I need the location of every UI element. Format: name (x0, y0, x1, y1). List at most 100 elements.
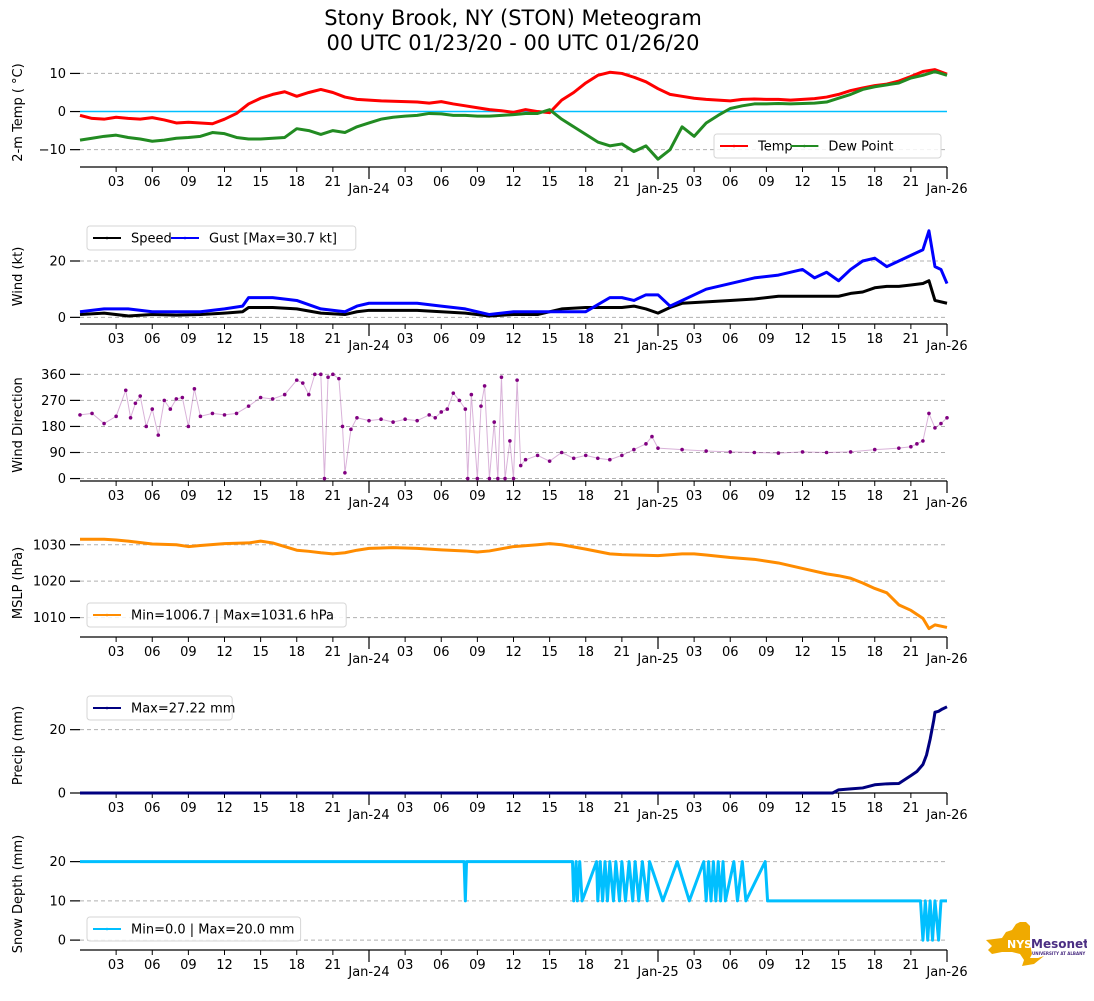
x-tick-label: 21 (614, 645, 631, 660)
data-point (482, 384, 487, 388)
data-point (650, 434, 654, 439)
data-point (492, 420, 497, 424)
x-tick-label: 12 (505, 489, 522, 504)
x-day-label: Jan-26 (925, 182, 967, 197)
legend-marker (105, 927, 109, 931)
x-tick-label: 15 (252, 332, 269, 347)
x-tick-label: 15 (830, 489, 847, 504)
new-york-state-shape-icon (986, 922, 1044, 966)
x-tick-label: 21 (325, 175, 342, 190)
x-tick-label: 12 (505, 958, 522, 973)
y-tick-label: 0 (58, 934, 66, 949)
x-tick-label: 18 (866, 801, 883, 816)
data-point (945, 415, 949, 420)
data-point (776, 451, 781, 455)
data-point (102, 421, 106, 426)
x-tick-label: 21 (614, 958, 631, 973)
data-point (138, 394, 143, 398)
x-tick-label: 06 (144, 332, 161, 347)
legend-label: Temp (757, 140, 793, 155)
x-tick-label: 09 (469, 175, 486, 190)
data-point (921, 439, 925, 443)
x-tick-label: 09 (180, 175, 197, 190)
data-point (496, 476, 500, 481)
data-point (632, 447, 636, 452)
y-tick-label: 1010 (33, 611, 66, 626)
data-point (824, 450, 829, 455)
x-tick-label: 15 (830, 332, 847, 347)
x-tick-label: 15 (252, 175, 269, 190)
x-tick-label: 03 (397, 801, 414, 816)
x-tick-label: 12 (794, 801, 811, 816)
x-tick-label: 06 (722, 175, 739, 190)
x-day-label: Jan-25 (636, 808, 678, 823)
data-point (367, 418, 371, 423)
data-point (927, 411, 931, 416)
x-tick-label: 15 (252, 958, 269, 973)
x-tick-label: 21 (325, 332, 342, 347)
data-point (523, 457, 528, 462)
x-day-label: Jan-26 (925, 652, 967, 667)
data-point (300, 381, 305, 385)
x-tick-label: 21 (903, 801, 920, 816)
data-point (479, 404, 483, 408)
legend-marker (105, 613, 109, 617)
x-tick-label: 03 (397, 332, 414, 347)
x-tick-label: 21 (903, 489, 920, 504)
x-tick-label: 18 (577, 958, 594, 973)
x-tick-label: 09 (180, 332, 197, 347)
x-tick-label: 21 (903, 175, 920, 190)
y-axis-label: MSLP (hPa) (11, 547, 26, 619)
x-tick-label: 03 (108, 801, 125, 816)
data-point (933, 426, 937, 430)
data-point (198, 414, 203, 419)
data-point (78, 413, 82, 417)
data-point (355, 415, 359, 420)
x-tick-label: 21 (903, 958, 920, 973)
series-line-dew-point (79, 70, 948, 161)
series-line-gust-max-30-7-kt- (79, 229, 949, 317)
x-tick-label: 09 (758, 175, 775, 190)
x-day-label: Jan-26 (925, 496, 967, 511)
data-point (222, 413, 227, 417)
x-tick-label: 15 (830, 645, 847, 660)
panel-snow-depth: 0 10 20 Snow Depth (mm) 03 06 09 12 15 18 21 03 06 09… (11, 835, 968, 980)
x-tick-label: 21 (614, 332, 631, 347)
logo-subtitle-text: UNIVERSITY AT ALBANY (1032, 951, 1085, 956)
y-axis-label: Snow Depth (mm) (11, 835, 26, 953)
x-tick-label: 18 (288, 332, 305, 347)
x-tick-label: 09 (758, 332, 775, 347)
x-tick-label: 03 (397, 645, 414, 660)
data-point (487, 476, 492, 481)
x-tick-label: 12 (216, 332, 233, 347)
data-point (90, 411, 94, 416)
x-tick-label: 12 (794, 645, 811, 660)
x-tick-label: 12 (216, 489, 233, 504)
x-tick-label: 03 (108, 489, 125, 504)
x-tick-label: 21 (614, 489, 631, 504)
x-tick-label: 12 (505, 332, 522, 347)
series-connector-wind-direction (79, 373, 948, 479)
logo-mesonet-text: Mesonet (1031, 937, 1087, 951)
logo-nys-text: NYS (1007, 938, 1032, 951)
y-tick-label: 360 (41, 368, 66, 383)
y-tick-label: 90 (49, 446, 66, 461)
x-tick-label: 03 (397, 175, 414, 190)
x-tick-label: 12 (505, 175, 522, 190)
data-point (752, 450, 757, 455)
data-point (258, 395, 263, 400)
legend-marker (105, 706, 109, 710)
legend-wind: Speed Gust [Max=30.7 kt] (86, 225, 357, 251)
x-tick-label: 09 (180, 801, 197, 816)
legend-label: Speed (131, 232, 172, 247)
data-point (234, 411, 239, 416)
data-point (337, 376, 341, 381)
x-tick-label: 03 (108, 645, 125, 660)
data-point (306, 392, 311, 397)
legend-box (86, 916, 302, 942)
x-tick-label: 15 (541, 645, 558, 660)
x-tick-label: 15 (252, 645, 269, 660)
x-tick-label: 06 (722, 332, 739, 347)
data-point (547, 459, 552, 463)
data-point (114, 414, 118, 419)
